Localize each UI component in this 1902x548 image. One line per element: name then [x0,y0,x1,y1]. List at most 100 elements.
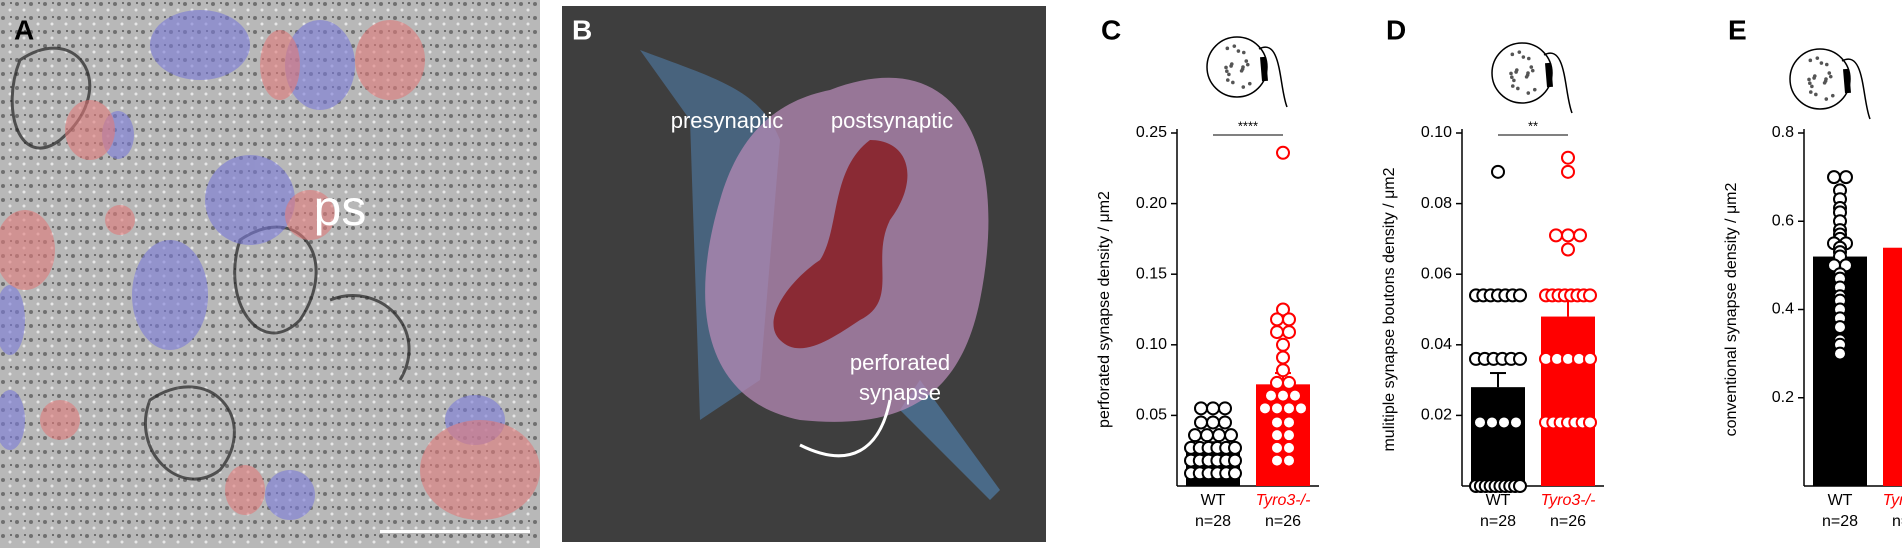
data-point [1264,388,1278,403]
data-point [1270,375,1284,390]
data-point [1282,415,1296,430]
data-point [1485,415,1499,430]
y-tick-label: 0.04 [1421,336,1452,353]
bar-chart: D 0.02 0.04 0.06 0.08 0.10 mulitiple synapse b… [1381,14,1604,530]
data-point [1270,428,1284,443]
data-point [1282,401,1296,416]
data-point [1194,401,1208,416]
cell-icon-dot [1236,49,1241,53]
bar [1541,316,1595,486]
cell-icon-dot [1526,91,1531,95]
data-point [1270,453,1284,468]
data-point [1827,170,1841,185]
cell-icon-dot [1225,69,1229,73]
cell-icon-dot [1532,87,1537,92]
data-point [1218,401,1232,416]
data-point [1270,312,1284,327]
data-point [1282,325,1296,340]
annotation: presynaptic [671,108,784,133]
cell-icon-dot [1815,56,1820,60]
scale-bar [380,530,530,533]
data-point [1224,428,1238,443]
cell-icon-dot [1814,92,1818,97]
y-tick-label: 0.2 [1772,389,1794,406]
cell-icon-psd [1843,68,1851,94]
data-point [1583,288,1597,303]
cell-icon-psd [1260,56,1268,82]
bar-chart: E 0.2 0.4 0.6 0.8 conventional synapse densit… [1723,14,1902,530]
data-point [1288,388,1302,403]
n-label: n=28 [1480,513,1516,530]
cell-icon-spine [1841,58,1871,120]
charts: C 0.05 0.10 0.15 0.20 0.25 perforated synapse … [1096,14,1902,530]
panel-letter: B [572,14,592,45]
annotation: postsynaptic [831,108,953,133]
panel-letter: A [14,14,34,45]
x-tick-label: Tyro3-/- [1541,492,1596,509]
x-tick-label: WT [1828,492,1853,509]
data-point [1276,350,1290,365]
bar [1883,247,1902,486]
y-tick-label: 0.05 [1136,407,1167,424]
cell-icon-dot [1239,69,1244,73]
cell-icon-spine [1543,52,1573,114]
cell-icon-dot [1529,65,1534,69]
cell-icon-dot [1225,78,1230,82]
data-point [1276,363,1290,378]
n-label: n=28 [1822,513,1858,530]
n-label: n=26 [1892,513,1902,530]
cell-icon-dot [1232,44,1237,48]
data-point [1561,150,1575,165]
data-point [1206,415,1220,430]
y-tick-label: 0.15 [1136,265,1167,282]
data-point [1200,428,1214,443]
cell-icon-dot [1810,84,1814,89]
data-point [1282,428,1296,443]
data-point [1497,415,1511,430]
significance-label: **** [1238,118,1258,133]
data-point [1573,228,1587,243]
cell-icon-dot [1517,50,1522,54]
y-axis-label: perforated synapse density / μm2 [1096,191,1113,428]
data-point [1294,401,1308,416]
data-point [1218,415,1232,430]
significance-label: ** [1528,118,1538,133]
data-point [1282,453,1296,468]
cell-icon-dot [1524,75,1529,79]
y-tick-label: 0.8 [1772,124,1794,141]
data-point [1549,228,1563,243]
y-tick-label: 0.02 [1421,407,1452,424]
y-tick-label: 0.10 [1136,336,1167,353]
data-point [1206,401,1220,416]
cell-icon-dot [1244,59,1249,63]
y-axis-label: conventional synapse density / μm2 [1723,183,1740,437]
data-point [1509,415,1523,430]
panel-b: B presynaptic postsynaptic perforated sy… [562,6,1046,542]
data-point [1833,346,1847,361]
data-point [1188,428,1202,443]
cell-icon-dot [1231,80,1235,85]
data-point [1473,415,1487,430]
data-point [1276,302,1290,317]
cell-icon-dot [1830,93,1835,98]
data-point [1839,170,1853,185]
data-point [1833,320,1847,335]
data-point [1561,242,1575,257]
cell-icon-dot [1808,90,1813,94]
cell-icon-dot [1521,55,1526,59]
data-point [1276,388,1290,403]
cell-icon-dot [1819,61,1824,65]
data-point [1228,466,1242,481]
data-point [1513,479,1527,493]
cell-icon-dot [1827,71,1832,75]
bar-chart: C 0.05 0.10 0.15 0.20 0.25 perforated synapse … [1096,14,1319,530]
cell-icon-dot [1241,50,1246,55]
y-tick-label: 0.20 [1136,195,1167,212]
data-point [1270,415,1284,430]
cell-icon-dot [1510,52,1515,57]
panel-letter: D [1386,14,1406,45]
data-point [1228,453,1242,468]
panel-a: A ps [0,0,540,548]
data-point [1282,440,1296,455]
cell-icon-dot [1230,62,1234,66]
